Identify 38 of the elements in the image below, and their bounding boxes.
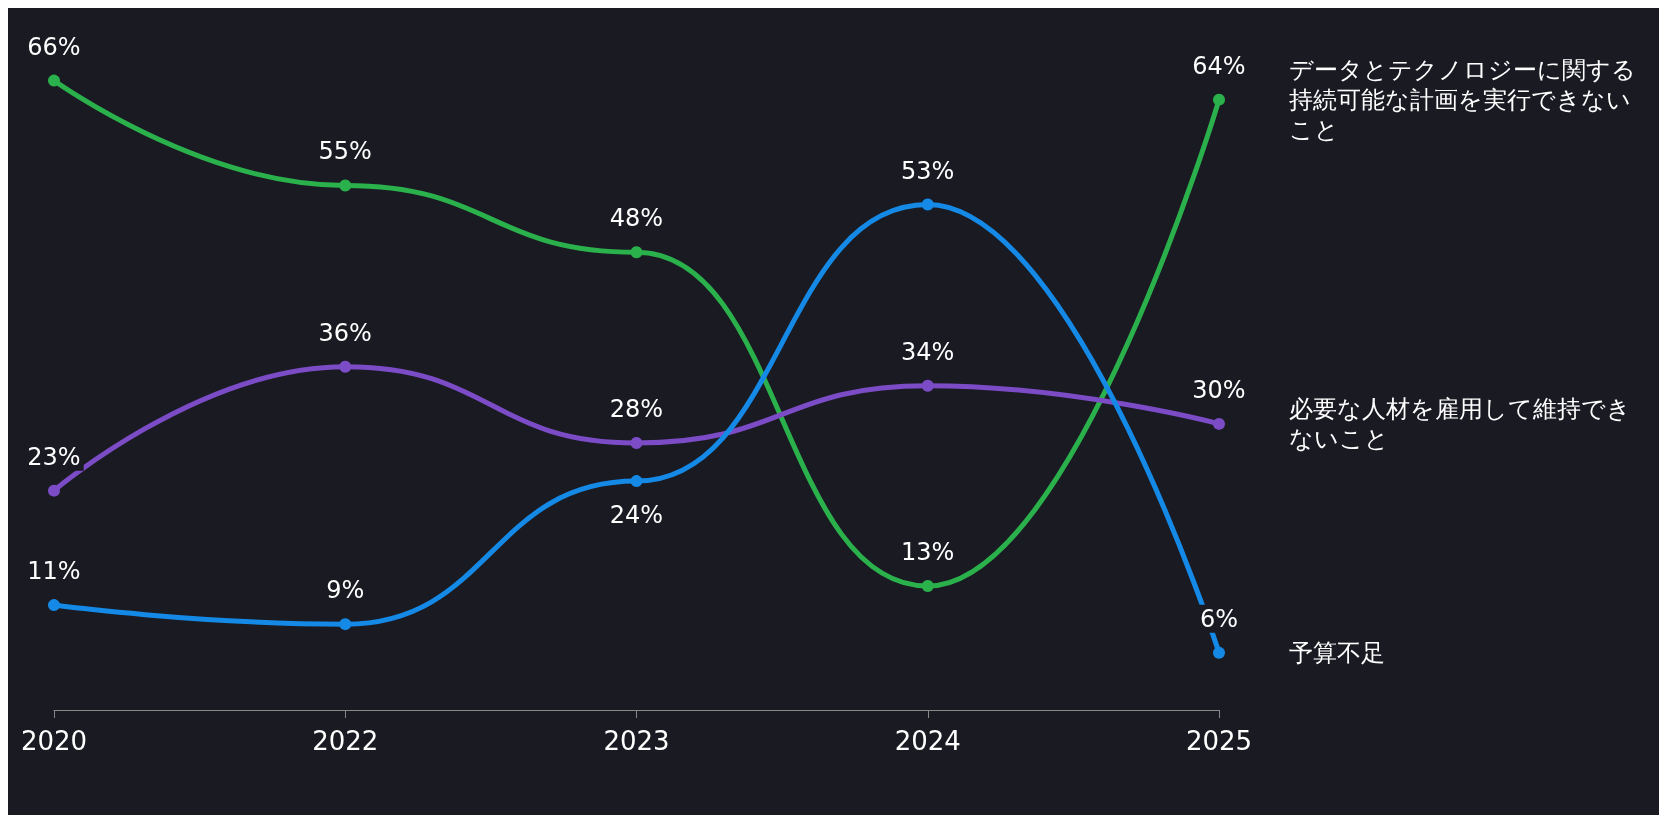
- point: [921, 580, 934, 593]
- data-label: 34%: [901, 337, 955, 366]
- data-label: 24%: [609, 501, 664, 530]
- x-tick-label: 2024: [894, 726, 961, 756]
- point: [339, 618, 352, 631]
- data-label: 36%: [318, 318, 372, 347]
- data-label: 53%: [901, 156, 955, 185]
- data-label: 13%: [901, 538, 955, 567]
- point: [630, 246, 643, 259]
- data-label: 55%: [318, 137, 372, 166]
- data-label: 66%: [27, 32, 81, 61]
- point: [48, 74, 60, 87]
- point: [339, 360, 352, 373]
- point: [921, 198, 934, 211]
- data-label: 64%: [1192, 51, 1246, 80]
- data-label: 6%: [1199, 604, 1239, 633]
- point: [1213, 646, 1225, 659]
- point: [1213, 417, 1225, 430]
- data-label: 48%: [609, 204, 664, 233]
- data-label: 30%: [1192, 375, 1246, 404]
- text: 予算不足: [1289, 638, 1385, 667]
- data-label: 11%: [27, 557, 81, 586]
- x-tick-label: 2023: [603, 726, 670, 756]
- data-label: 9%: [326, 576, 365, 605]
- data-label: 28%: [609, 394, 664, 423]
- point: [630, 436, 643, 449]
- x-tick-label: 2022: [312, 726, 379, 756]
- text: 必要な人材を雇用して維持できないこと: [1289, 394, 1631, 453]
- point: [921, 379, 934, 392]
- point: [48, 599, 60, 612]
- point: [630, 475, 643, 488]
- x-tick-label: 2020: [20, 726, 88, 756]
- point: [339, 179, 352, 192]
- text: データとテクノロジーに関する持続可能な計画を実行できないこと: [1289, 55, 1636, 144]
- point: [48, 484, 60, 497]
- data-label: 23%: [27, 442, 81, 471]
- point: [1213, 93, 1225, 106]
- x-tick-label: 2025: [1185, 726, 1253, 756]
